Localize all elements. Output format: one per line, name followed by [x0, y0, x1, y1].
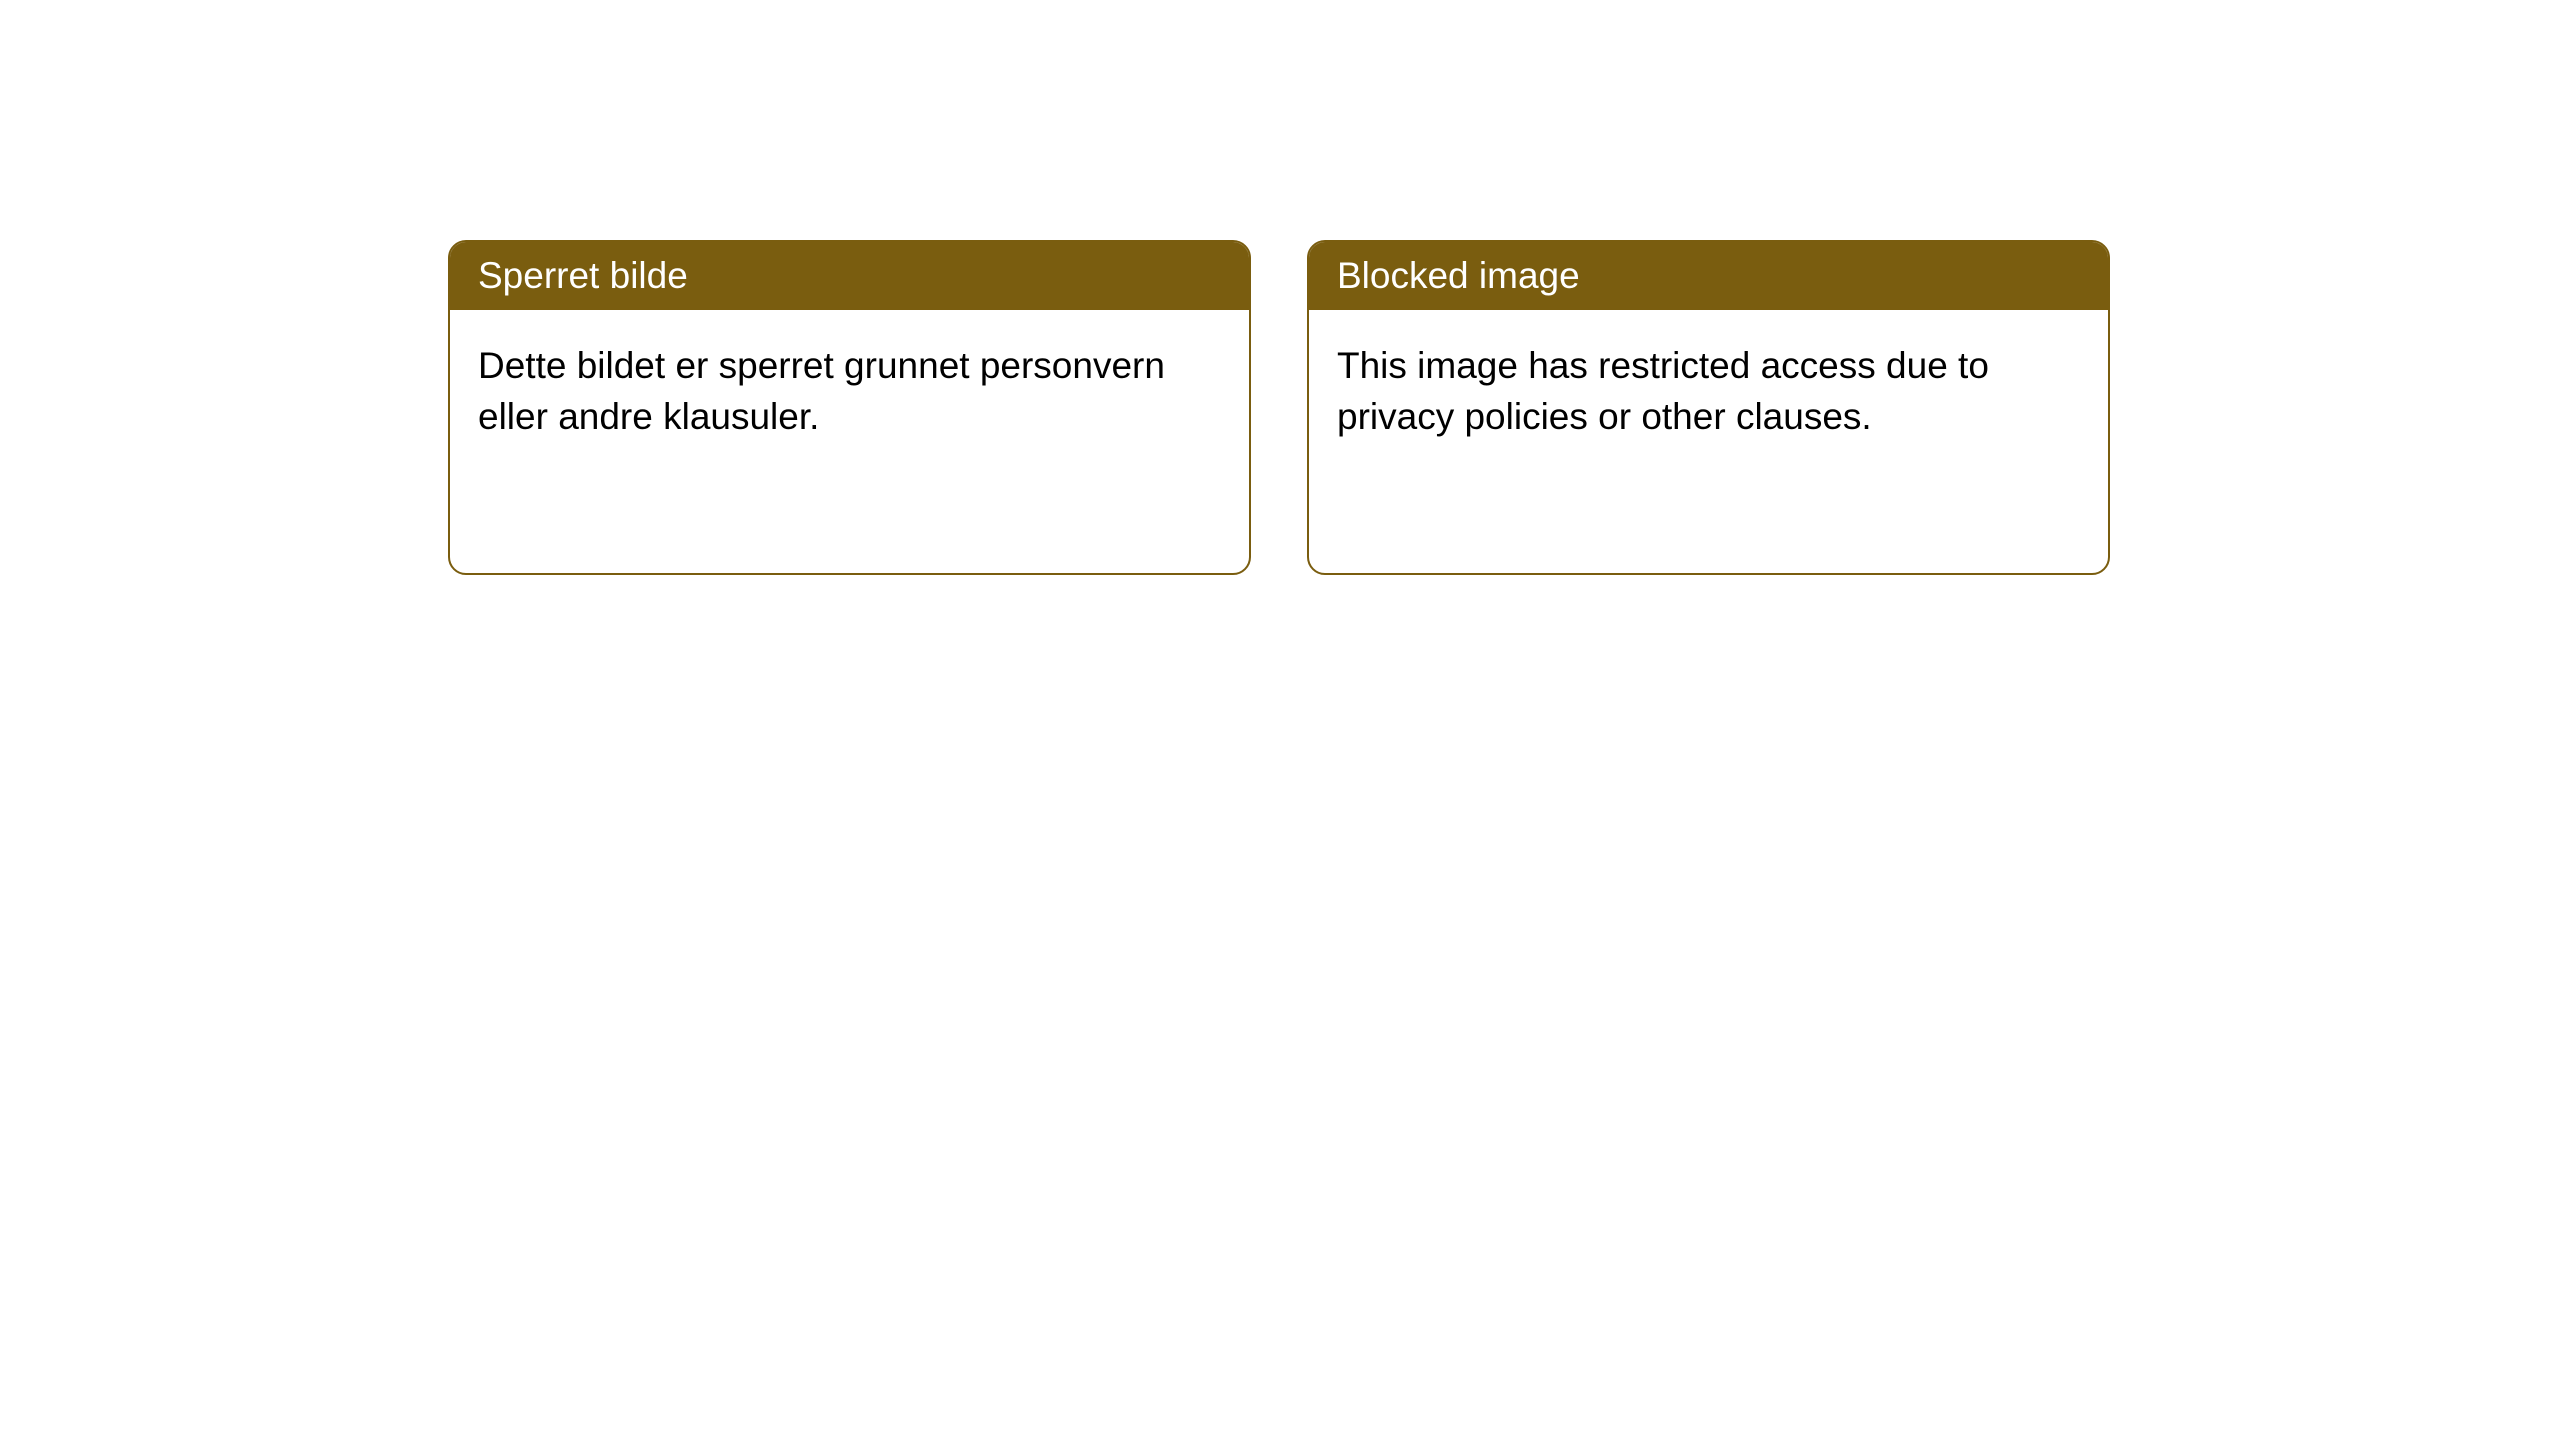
notice-body-norwegian: Dette bildet er sperret grunnet personve…	[450, 310, 1249, 472]
notice-container: Sperret bilde Dette bildet er sperret gr…	[0, 0, 2560, 575]
notice-card-english: Blocked image This image has restricted …	[1307, 240, 2110, 575]
notice-title-norwegian: Sperret bilde	[450, 242, 1249, 310]
notice-title-english: Blocked image	[1309, 242, 2108, 310]
notice-body-english: This image has restricted access due to …	[1309, 310, 2108, 472]
notice-card-norwegian: Sperret bilde Dette bildet er sperret gr…	[448, 240, 1251, 575]
